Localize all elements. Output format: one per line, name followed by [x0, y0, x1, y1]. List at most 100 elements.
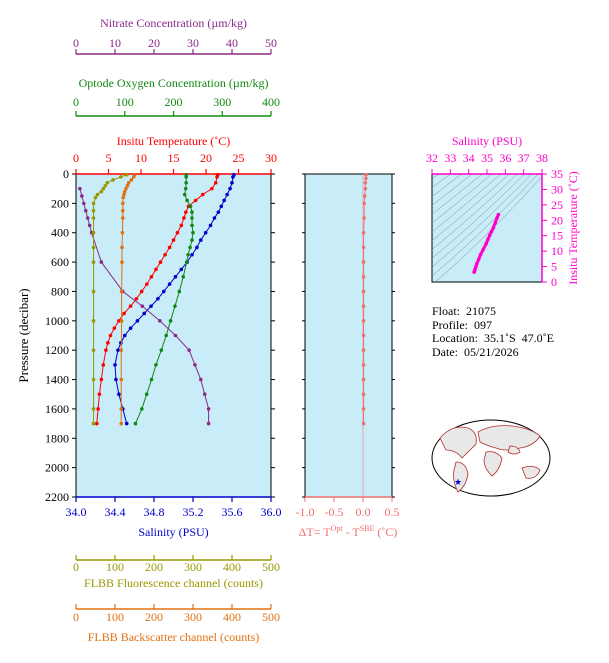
backscatter-tick-label: 100 — [106, 610, 124, 624]
ts-temperature-tick-label: 25 — [551, 198, 563, 212]
oxygen-point — [181, 274, 186, 279]
oxygen-point — [177, 289, 182, 294]
nitrate-tick-label: 10 — [109, 36, 121, 50]
fluorescence-tick-label: 0 — [73, 560, 79, 574]
pressure-axis-title: Pressure (decibar) — [16, 288, 31, 382]
oxygen-point — [140, 407, 144, 411]
fluorescence-tick-label: 500 — [262, 560, 280, 574]
nitrate-tick-label: 30 — [187, 36, 199, 50]
nitrate-tick-label: 20 — [148, 36, 160, 50]
fluorescence-tick-label: 100 — [106, 560, 124, 574]
backscatter-point — [120, 230, 125, 235]
pressure-tick-label: 1800 — [45, 431, 69, 445]
oxygen-point — [186, 252, 190, 257]
temperature-point — [96, 407, 100, 411]
backscatter-axis-title: FLBB Backscatter channel (counts) — [88, 630, 260, 644]
ts-point — [496, 212, 501, 217]
oxygen-tick-label: 300 — [213, 95, 231, 109]
ts-isopycnal-line — [432, 174, 483, 215]
nitrate-point — [187, 348, 191, 352]
main-panel-bg — [75, 173, 272, 498]
world-map-land — [521, 466, 541, 479]
float-info: Float: 21075 Profile: 097 Location: 35.1… — [432, 304, 554, 359]
oxygen-tick-label: 400 — [262, 95, 280, 109]
backscatter-point — [119, 289, 124, 294]
salinity-point — [167, 282, 172, 286]
fluorescence-point — [91, 208, 96, 213]
fluorescence-point — [103, 183, 108, 188]
delta-t-point — [362, 216, 366, 220]
pressure-tick-label: 800 — [51, 284, 69, 298]
nitrate-point — [87, 223, 92, 228]
salinity-point — [230, 181, 234, 185]
date-text: Date: 05/21/2026 — [432, 344, 519, 359]
fluorescence-tick-label: 200 — [145, 560, 163, 574]
salinity-point — [219, 204, 224, 209]
delta-t-axis-title: ΔT= TOpt - TSBE (˚C) — [299, 524, 398, 539]
salinity-point — [212, 216, 217, 220]
salinity-point — [173, 274, 178, 279]
delta-t-tick-label: 0.5 — [385, 505, 400, 519]
delta-t-point — [361, 289, 366, 294]
temperature-point — [134, 296, 139, 301]
fluorescence-point — [93, 195, 98, 200]
salinity-point — [216, 210, 221, 214]
temperature-point — [128, 304, 133, 308]
oxygen-point — [188, 204, 193, 209]
temperature-point — [179, 223, 184, 228]
salinity-point — [135, 319, 140, 323]
backscatter-point — [119, 421, 124, 426]
nitrate-point — [83, 208, 88, 213]
salinity-point — [208, 223, 213, 228]
delta-t-title-part: ΔT= T — [299, 525, 332, 539]
world-map-land — [483, 451, 503, 477]
fluorescence-point — [111, 178, 115, 182]
fluorescence-tick-label: 300 — [184, 560, 202, 574]
oxygen-point — [190, 238, 194, 242]
temperature-point — [167, 245, 172, 250]
backscatter-point — [124, 186, 128, 191]
ts-point — [478, 252, 483, 257]
world-map-land — [439, 426, 477, 459]
ts-temperature-tick-label: 35 — [551, 167, 563, 181]
salinity-tick-label: 35.6 — [222, 505, 243, 519]
delta-t-tick-label: -0.5 — [325, 505, 344, 519]
salinity-point — [113, 363, 117, 367]
temperature-point — [171, 238, 176, 242]
nitrate-point — [193, 363, 197, 367]
temperature-point — [200, 192, 205, 197]
ts-temperature-tick-label: 5 — [551, 260, 557, 274]
salinity-point — [116, 348, 120, 352]
fluorescence-tick-label: 400 — [223, 560, 241, 574]
oxygen-tick-label: 200 — [165, 95, 183, 109]
delta-t-point — [361, 260, 366, 264]
delta-t-title-sup: SBE — [360, 524, 375, 533]
pressure-tick-label: 1000 — [45, 314, 69, 328]
delta-t-point — [364, 176, 368, 181]
backscatter-point — [125, 183, 130, 188]
backscatter-point — [119, 407, 124, 411]
salinity-point — [149, 304, 153, 308]
temperature-point — [154, 267, 158, 272]
oxygen-point — [188, 245, 192, 250]
salinity-point — [161, 289, 166, 294]
fluorescence-point — [91, 319, 96, 323]
ts-temperature-tick-label: 15 — [551, 229, 563, 243]
nitrate-point — [82, 201, 86, 206]
salinity-point — [203, 230, 208, 235]
ts-point — [481, 247, 486, 252]
world-map-land — [453, 461, 469, 493]
delta-t-point — [361, 377, 366, 382]
oxygen-point — [184, 181, 188, 185]
fluorescence-point — [91, 245, 96, 250]
location-text: Location: 35.1˚S 47.0˚E — [432, 331, 554, 345]
temperature-point — [112, 326, 117, 330]
fluorescence-point — [119, 175, 123, 179]
ts-salinity-tick-label: 32 — [426, 151, 438, 165]
delta-t-point — [361, 319, 366, 323]
nitrate-point — [78, 186, 82, 191]
oxygen-point — [191, 230, 195, 235]
ts-point — [476, 257, 481, 261]
fluorescence-point — [95, 192, 100, 197]
salinity-point — [122, 333, 127, 338]
